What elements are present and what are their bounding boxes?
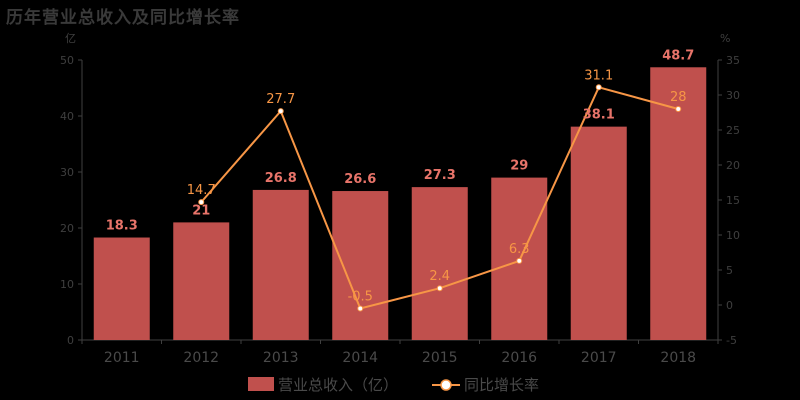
- right-tick-label: 10: [726, 229, 740, 242]
- growth-value-label: 14.7: [187, 183, 216, 198]
- legend-line-marker: [440, 379, 452, 391]
- legend[interactable]: 营业总收入（亿） 同比增长率: [248, 376, 539, 394]
- growth-line: [198, 84, 682, 312]
- growth-value-label: 31.1: [584, 68, 613, 83]
- right-tick-label: 30: [726, 89, 740, 102]
- x-tick-label: 2012: [183, 350, 219, 366]
- growth-point: [357, 305, 364, 312]
- growth-point: [436, 285, 443, 292]
- chart-title: 历年营业总收入及同比增长率: [6, 8, 240, 28]
- axes: 亿 % 0 10 20 30 40 50 -5 0 5 10 15 20 25 30 35 2011 2012 201…: [60, 32, 740, 366]
- legend-line-label: 同比增长率: [464, 376, 539, 394]
- bar: [252, 189, 309, 340]
- x-tick-label: 2018: [660, 350, 696, 366]
- bar-value-label: 48.7: [662, 48, 694, 63]
- growth-point: [516, 257, 523, 264]
- growth-point: [675, 106, 682, 112]
- bar-value-label: 27.3: [424, 168, 456, 183]
- bar: [173, 222, 230, 340]
- growth-point: [595, 84, 602, 91]
- bar: [332, 191, 389, 340]
- bar: [570, 126, 627, 340]
- bar-value-label: 26.8: [265, 171, 297, 186]
- growth-point: [198, 199, 205, 206]
- right-tick-label: 15: [726, 194, 740, 207]
- bar-value-label: 38.1: [583, 108, 615, 123]
- growth-value-label: 28: [670, 90, 687, 105]
- x-tick-label: 2014: [342, 350, 378, 366]
- bar: [93, 237, 150, 340]
- x-tick-label: 2017: [581, 350, 617, 366]
- x-tick-label: 2013: [263, 350, 299, 366]
- bar-value-label: 26.6: [344, 172, 376, 187]
- growth-value-label: 6.3: [509, 242, 530, 257]
- bars: [93, 67, 707, 340]
- right-tick-label: 20: [726, 159, 740, 172]
- x-tick-label: 2015: [422, 350, 458, 366]
- right-tick-label: 35: [726, 54, 740, 67]
- bar: [650, 67, 707, 340]
- bar-value-label: 18.3: [106, 219, 138, 234]
- right-tick-label: 5: [726, 264, 733, 277]
- left-tick-label: 50: [60, 54, 74, 67]
- data-labels: 18.3 21 26.8 26.6 27.3 29 38.1 48.7 14.7 27.7 -0.5…: [106, 48, 695, 304]
- left-tick-label: 30: [60, 166, 74, 179]
- legend-bar-label: 营业总收入（亿）: [278, 376, 398, 394]
- left-tick-label: 10: [60, 278, 74, 291]
- right-tick-label: -5: [726, 334, 737, 347]
- growth-value-label: 2.4: [429, 269, 450, 284]
- right-axis-unit: %: [720, 32, 730, 45]
- x-tick-label: 2016: [501, 350, 537, 366]
- right-tick-label: 25: [726, 124, 740, 137]
- left-tick-label: 20: [60, 222, 74, 235]
- left-tick-label: 0: [67, 334, 74, 347]
- right-tick-label: 0: [726, 299, 733, 312]
- bar-value-label: 29: [510, 159, 528, 174]
- x-tick-label: 2011: [104, 350, 140, 366]
- growth-point: [277, 108, 284, 115]
- left-axis-unit: 亿: [65, 32, 76, 45]
- growth-value-label: 27.7: [266, 92, 295, 107]
- legend-bar-swatch: [248, 377, 274, 391]
- growth-value-label: -0.5: [348, 290, 373, 305]
- bar: [411, 187, 468, 340]
- left-tick-label: 40: [60, 110, 74, 123]
- bar-value-label: 21: [192, 203, 210, 218]
